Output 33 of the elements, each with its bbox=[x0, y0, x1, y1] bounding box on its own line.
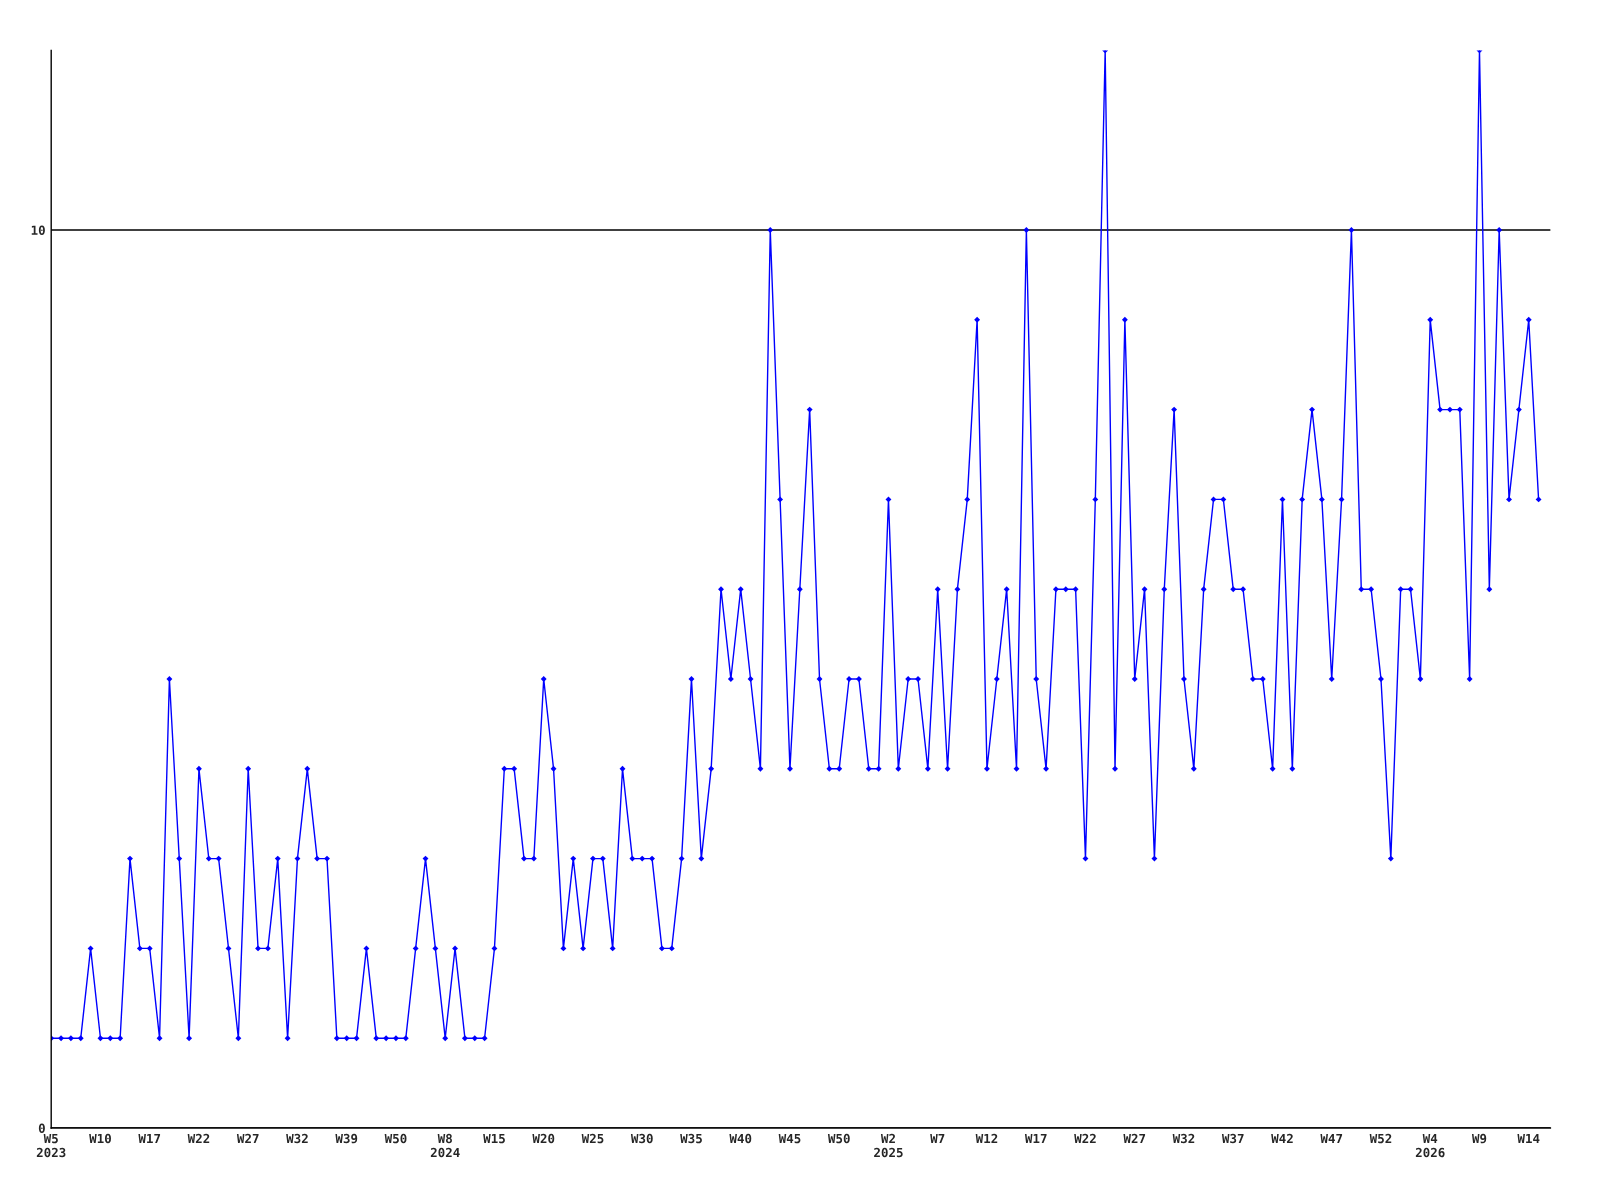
x-tick-label: W30 bbox=[630, 1133, 653, 1144]
x-tick-label: W7 bbox=[930, 1133, 945, 1144]
x-tick-label: W20 bbox=[532, 1133, 555, 1144]
x-tick-label: W2 2025 bbox=[874, 1133, 903, 1158]
x-tick-label: W5 2023 bbox=[36, 1133, 66, 1158]
x-tick-label: W9 bbox=[1471, 1133, 1487, 1144]
x-tick-label: W22 bbox=[1074, 1133, 1096, 1144]
x-tick-label: W52 bbox=[1369, 1133, 1392, 1144]
x-tick-label: W8 2024 bbox=[430, 1133, 460, 1158]
y-tick-label: 0 bbox=[38, 1123, 45, 1133]
x-tick-label: W35 bbox=[680, 1133, 702, 1144]
x-tick-label: W45 bbox=[778, 1133, 801, 1144]
x-tick-label: W14 bbox=[1517, 1133, 1540, 1144]
x-tick-label: W15 bbox=[483, 1133, 505, 1144]
y-tick-label: 10 bbox=[31, 225, 45, 235]
x-tick-label: W25 bbox=[581, 1133, 604, 1144]
x-tick-label: W37 bbox=[1221, 1133, 1244, 1144]
x-tick-label: W12 bbox=[975, 1133, 998, 1144]
x-tick-label: W22 bbox=[187, 1133, 210, 1144]
x-tick-label: W32 bbox=[1172, 1133, 1195, 1144]
x-tick-label: W39 bbox=[335, 1133, 358, 1144]
x-tick-label: W10 bbox=[89, 1133, 111, 1144]
x-tick-label: W17 bbox=[1024, 1133, 1047, 1144]
x-tick-label: W4 2026 bbox=[1415, 1133, 1445, 1158]
x-tick-label: W27 bbox=[236, 1133, 259, 1144]
x-tick-label: W40 bbox=[729, 1133, 752, 1144]
x-tick-label: W42 bbox=[1271, 1133, 1293, 1144]
x-tick-label: W27 bbox=[1123, 1133, 1146, 1144]
x-tick-label: W50 bbox=[384, 1133, 407, 1144]
x-tick-label: W17 bbox=[138, 1133, 161, 1144]
x-tick-label: W50 bbox=[827, 1133, 850, 1144]
x-tick-label: W32 bbox=[286, 1133, 308, 1144]
x-tick-label: W47 bbox=[1320, 1133, 1343, 1144]
